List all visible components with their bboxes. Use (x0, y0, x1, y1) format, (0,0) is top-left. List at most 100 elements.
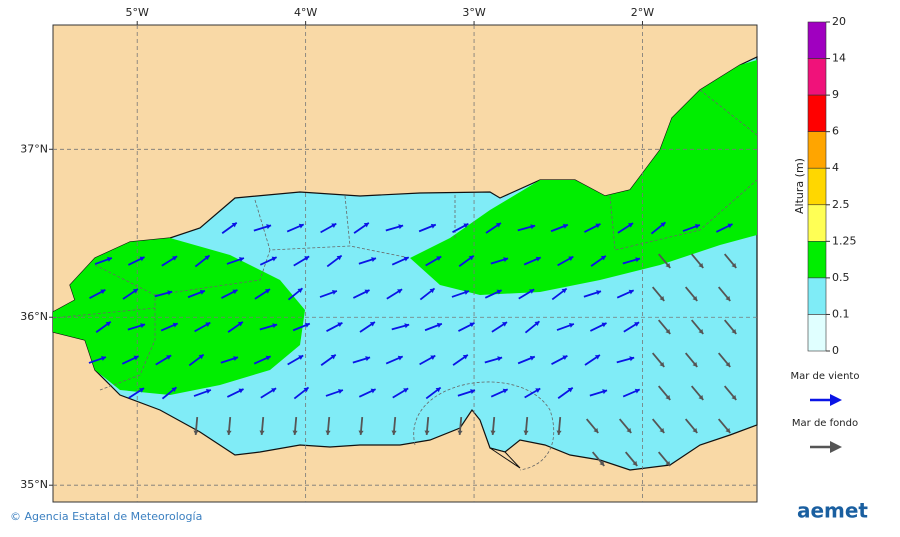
arrow-head (629, 356, 635, 362)
arrow-head (397, 355, 403, 361)
colorbar-segment (807, 94, 827, 132)
lat-tick-label: 36°N (20, 310, 48, 323)
arrow-head (403, 256, 409, 262)
arrow-head (205, 322, 211, 327)
arrow-head (199, 289, 205, 295)
colorbar-title: Altura (m) (793, 158, 806, 214)
legend-arrow-head (830, 394, 842, 406)
arrow-head (725, 295, 731, 301)
arrow-head (496, 289, 502, 295)
arrow-head (562, 223, 568, 229)
arrow-head (298, 355, 304, 360)
graticule (53, 25, 757, 502)
arrow-head (336, 255, 342, 261)
arrow-head (193, 430, 199, 435)
arrow-head (594, 354, 600, 360)
arrow-head (303, 387, 309, 393)
arrow-head (166, 355, 172, 360)
arrow-head (659, 361, 665, 367)
arrow-head (233, 356, 239, 361)
arrow-head (139, 256, 145, 262)
arrow-head (226, 430, 232, 435)
arrow-head (238, 388, 244, 394)
arrow-head (692, 361, 698, 367)
arrow-head (556, 430, 562, 435)
arrow-head (529, 355, 535, 361)
arrow-head (337, 322, 343, 328)
arrow-head (725, 361, 731, 367)
arrow-head (535, 256, 541, 262)
colorbar-segment (807, 21, 827, 59)
wave-zone (410, 60, 757, 295)
arrow-head (634, 388, 640, 394)
lon-tick-label: 5°W (126, 6, 149, 19)
lat-tick-label: 37°N (20, 142, 48, 155)
credit: © Agencia Estatal de Meteorología (10, 510, 202, 523)
legend-label: Mar de fondo (792, 418, 858, 429)
arrow-head (698, 262, 704, 268)
arrow-head (634, 322, 640, 327)
arrow-head (364, 289, 370, 295)
arrow-head (101, 356, 106, 361)
arrow-head (464, 290, 469, 295)
arrow-head (297, 288, 303, 294)
arrow-head (463, 223, 469, 229)
colorbar-label: 20 (832, 15, 846, 28)
arrow-head (107, 256, 112, 262)
wave-zone (53, 238, 305, 395)
arrow-head (265, 289, 271, 294)
arrow-head (424, 430, 430, 435)
arrow-head (172, 256, 178, 261)
arrow-head (403, 388, 409, 393)
arrow-head (502, 388, 508, 394)
arrow-head (371, 257, 377, 262)
arrow-head (534, 321, 540, 327)
arrow-head (397, 289, 403, 294)
arrow-head (731, 394, 737, 400)
arrow-head (304, 256, 310, 261)
lon-tick-label: 3°W (462, 6, 485, 19)
arrow-head (660, 222, 666, 228)
arrow-head (568, 256, 574, 261)
colorbar-segment (807, 204, 827, 242)
arrow-head (601, 322, 607, 328)
arrow-head (133, 355, 139, 361)
arrow-head (198, 354, 204, 360)
arrow-head (628, 223, 634, 228)
arrow-head (562, 355, 568, 361)
arrow-head (398, 224, 404, 230)
arrow-head (292, 430, 298, 435)
arrow-head (595, 223, 601, 229)
legend-arrow-head (830, 441, 842, 453)
colorbar-label: 0.1 (832, 307, 850, 320)
arrow-head (430, 355, 436, 360)
arrow-head (369, 321, 375, 327)
lat-tick-label: 35°N (20, 478, 48, 491)
arrow-head (727, 223, 733, 229)
arrow-head (265, 355, 271, 361)
arrow-head (167, 290, 173, 296)
arrow-head (332, 289, 337, 295)
zone-border (52, 89, 758, 391)
arrows (88, 221, 737, 467)
arrow-head (523, 430, 529, 435)
arrow-head (503, 257, 509, 263)
arrow-head (731, 262, 737, 268)
lon-tick-label: 4°W (294, 6, 317, 19)
colorbar-label: 14 (832, 52, 846, 65)
arrow-head (435, 387, 441, 393)
arrow-head (462, 354, 468, 360)
arrow-head (529, 289, 535, 294)
arrow-head (330, 354, 336, 360)
arrow-head (259, 430, 265, 435)
arrow-head (100, 289, 106, 295)
colorbar-segment (807, 241, 827, 279)
arrow-head (698, 328, 704, 334)
arrow-head (139, 388, 145, 393)
arrow-head (140, 323, 146, 329)
colorbar-label: 6 (832, 125, 839, 138)
colorbar-label: 4 (832, 161, 839, 174)
arrow-head (272, 323, 278, 329)
arrow-head (325, 430, 331, 435)
